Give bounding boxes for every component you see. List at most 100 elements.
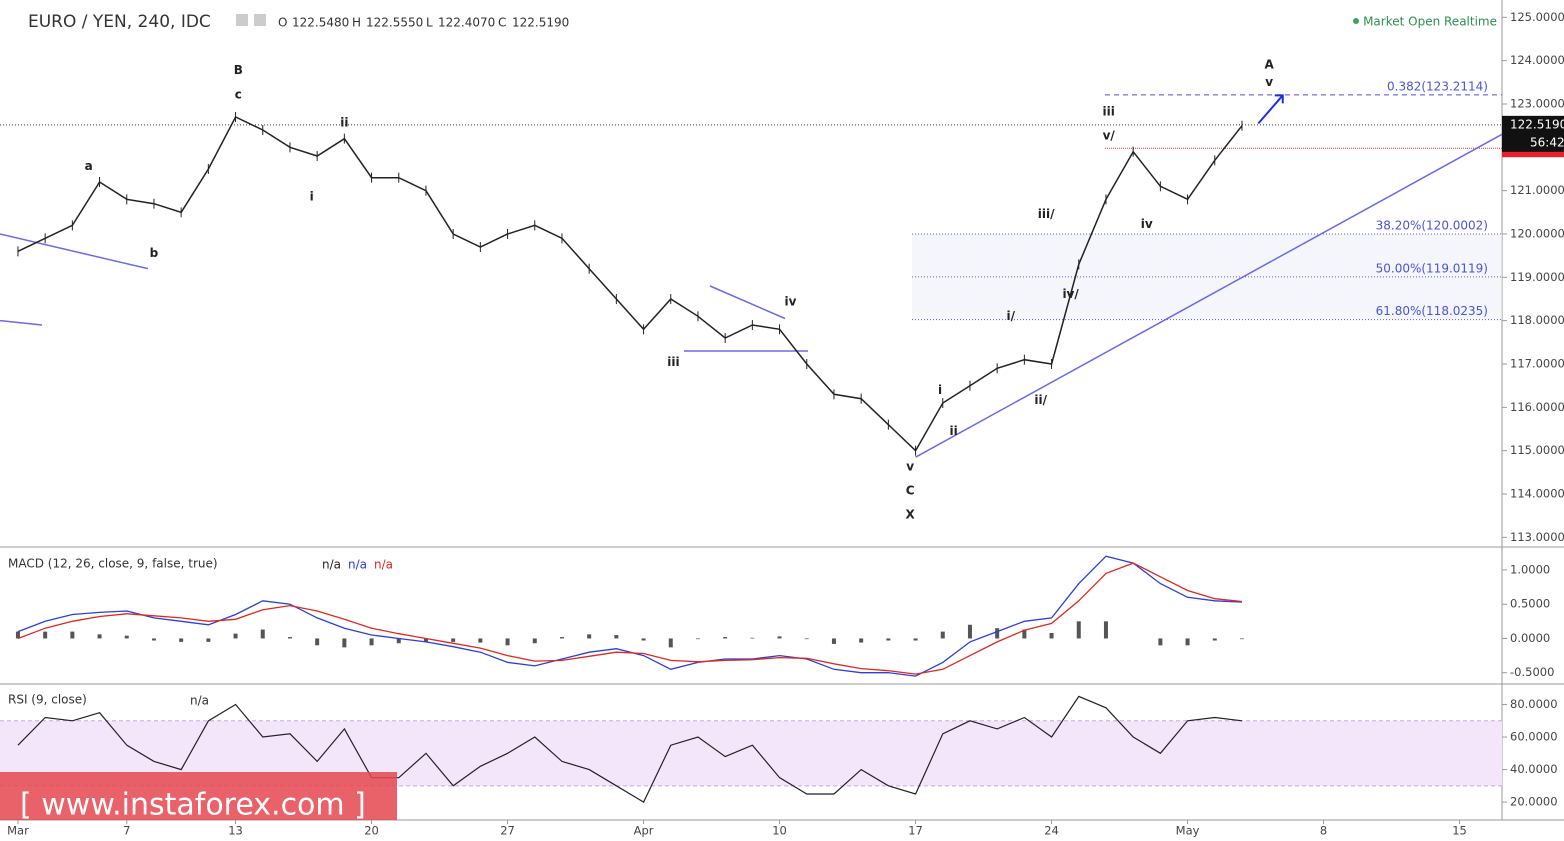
macd-line	[17, 562, 1243, 675]
wave-label: iii/	[1038, 207, 1055, 221]
x-tick-label: May	[1176, 824, 1200, 838]
histogram-bar	[423, 638, 428, 642]
y-tick-label: 0.0000	[1510, 631, 1550, 645]
ohlc-label: H	[352, 16, 361, 30]
histogram-bar	[1022, 629, 1027, 639]
pane-status: n/a	[374, 558, 393, 572]
ohlc-value: 122.5550	[366, 16, 423, 30]
histogram-bar	[668, 638, 673, 648]
histogram-bar	[1158, 638, 1163, 646]
pane-status: n/a	[348, 558, 367, 572]
histogram-bar	[342, 638, 347, 648]
x-tick-label: 7	[123, 824, 130, 838]
histogram-bar	[532, 638, 537, 644]
histogram-bar	[587, 634, 592, 639]
pane-title: MACD (12, 26, close, 9, false, true)	[8, 557, 218, 571]
y-tick-label: 20.0000	[1510, 795, 1558, 809]
histogram-bar	[1239, 638, 1244, 640]
y-tick-label: 124.0000	[1510, 53, 1564, 67]
wave-label: iv	[784, 295, 796, 309]
histogram-bar	[804, 638, 809, 640]
histogram-bar	[179, 638, 184, 642]
histogram-bar	[315, 638, 320, 646]
histogram-bar	[369, 638, 374, 646]
settings-icon[interactable]	[254, 14, 266, 26]
fib-label: 38.20%(120.0002)	[1376, 218, 1488, 232]
histogram-bar	[15, 631, 20, 639]
histogram-bar	[859, 638, 864, 643]
histogram-bar	[995, 628, 1000, 639]
histogram-bar	[695, 638, 700, 640]
histogram-bar	[559, 637, 564, 639]
market-status: Market Open Realtime	[1363, 15, 1497, 29]
histogram-bar	[641, 638, 646, 641]
wave-label: v	[906, 460, 914, 474]
y-tick-label: 116.0000	[1510, 400, 1564, 414]
ohlc-value: 122.4070	[438, 16, 495, 30]
x-tick-label: Mar	[7, 824, 29, 838]
trend-line	[0, 233, 149, 270]
wave-label: ii	[340, 116, 348, 130]
histogram-bar	[913, 638, 918, 641]
wave-label: iii	[667, 355, 679, 369]
wave-label: v/	[1103, 129, 1116, 143]
y-tick-label: 0.5000	[1510, 597, 1550, 611]
histogram-bar	[831, 638, 836, 644]
histogram-bar	[70, 631, 75, 639]
histogram-bar	[151, 638, 156, 641]
pane-status: n/a	[322, 558, 341, 572]
fib-label: 61.80%(118.0235)	[1376, 304, 1488, 318]
y-tick-label: 121.0000	[1510, 183, 1564, 197]
fib-label: 0.382(123.2114)	[1387, 79, 1488, 93]
wave-label: i/	[1007, 309, 1016, 323]
wave-label: v	[1265, 75, 1273, 89]
status-dot	[1353, 18, 1359, 24]
histogram-bar	[1103, 621, 1108, 639]
projection-arrow	[1257, 94, 1284, 125]
wave-label: iv/	[1062, 287, 1079, 301]
ohlc-value: 122.5190	[512, 16, 569, 30]
ohlc-label: L	[426, 16, 433, 30]
settings-icon[interactable]	[236, 14, 248, 26]
last-price-tag	[1502, 115, 1564, 152]
histogram-bar	[97, 634, 102, 639]
wave-label: ii/	[1034, 393, 1047, 407]
histogram-bar	[886, 638, 891, 641]
wave-label: a	[85, 159, 93, 173]
wave-label: B	[234, 63, 243, 77]
x-tick-label: 24	[1044, 824, 1059, 838]
last-price-label: 122.5190	[1510, 117, 1564, 131]
histogram-bar	[1076, 621, 1081, 639]
ohlc-label: O	[278, 16, 287, 30]
histogram-bar	[451, 638, 456, 642]
y-tick-label: 120.0000	[1510, 227, 1564, 241]
trend-line	[0, 319, 43, 326]
y-tick-label: 125.0000	[1510, 10, 1564, 24]
histogram-bar	[777, 636, 782, 639]
wave-label: i	[938, 383, 942, 397]
histogram-bar	[1185, 638, 1190, 646]
y-tick-label: 114.0000	[1510, 487, 1564, 501]
y-tick-label: 115.0000	[1510, 443, 1564, 457]
rsi-line	[17, 695, 1243, 803]
wave-label: c	[235, 87, 242, 101]
ohlc-value: 122.5480	[292, 16, 349, 30]
histogram-bar	[260, 629, 265, 639]
pane-title: RSI (9, close)	[8, 693, 87, 707]
pane-status: n/a	[190, 694, 209, 708]
wave-label: X	[905, 508, 915, 522]
histogram-bar	[1049, 632, 1054, 639]
histogram-bar	[750, 637, 755, 639]
wave-label: A	[1265, 58, 1275, 72]
histogram-bar	[43, 631, 48, 639]
histogram-bar	[1212, 638, 1217, 641]
trend-line	[915, 133, 1503, 458]
watermark: [ www.instaforex.com ]	[20, 788, 366, 823]
wave-label: iii	[1103, 104, 1115, 118]
histogram-bar	[124, 635, 129, 639]
y-tick-label: 123.0000	[1510, 97, 1564, 111]
x-tick-label: Apr	[634, 824, 654, 838]
